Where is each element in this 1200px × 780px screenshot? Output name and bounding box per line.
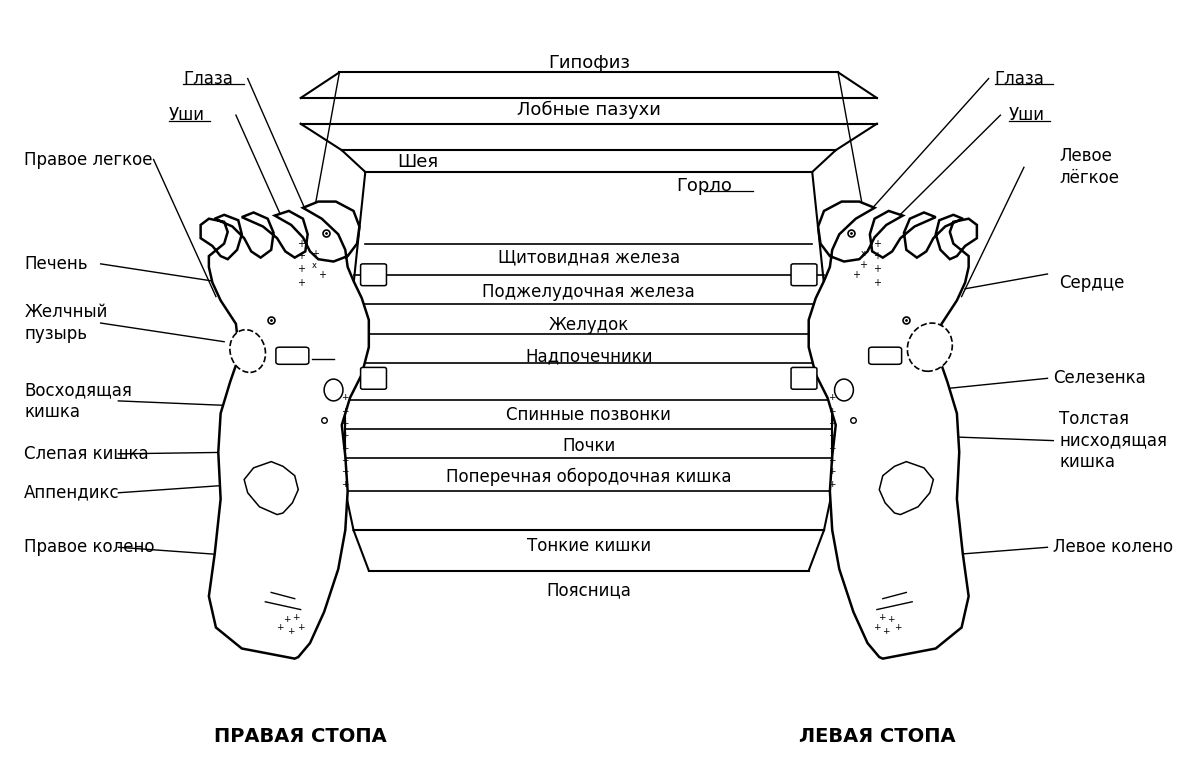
Text: лёгкое: лёгкое (1060, 169, 1120, 187)
Text: Слепая кишка: Слепая кишка (24, 445, 149, 463)
Text: +: + (828, 406, 836, 416)
Text: Толстая: Толстая (1060, 410, 1129, 427)
Text: Надпочечники: Надпочечники (526, 348, 653, 366)
Text: +: + (288, 627, 295, 636)
Text: Уши: Уши (1009, 106, 1045, 124)
Text: +: + (283, 615, 290, 624)
Text: Глаза: Глаза (182, 69, 233, 87)
Text: x: x (312, 261, 317, 270)
Text: x: x (860, 250, 865, 258)
Text: кишка: кишка (1060, 453, 1115, 471)
Text: +: + (292, 613, 300, 622)
Text: +: + (342, 406, 349, 416)
Text: +: + (342, 431, 349, 441)
Text: +: + (872, 278, 881, 288)
Text: ЛЕВАЯ СТОПА: ЛЕВАЯ СТОПА (799, 727, 955, 746)
Text: +: + (852, 270, 859, 280)
Text: +: + (828, 456, 836, 465)
Text: +: + (887, 615, 895, 624)
Text: +: + (828, 419, 836, 428)
Text: +: + (342, 419, 349, 428)
Text: кишка: кишка (24, 402, 80, 420)
Text: Правое легкое: Правое легкое (24, 151, 152, 168)
Text: +: + (342, 444, 349, 453)
Text: Селезенка: Селезенка (1054, 369, 1146, 388)
FancyBboxPatch shape (276, 347, 308, 364)
Text: +: + (311, 249, 319, 259)
Text: Уши: Уши (169, 106, 205, 124)
Text: +: + (342, 393, 349, 402)
Text: Желудок: Желудок (548, 316, 629, 334)
Text: +: + (296, 623, 305, 632)
Text: Шея: Шея (397, 153, 439, 171)
Ellipse shape (907, 323, 953, 371)
Text: +: + (828, 480, 836, 490)
Text: +: + (342, 456, 349, 465)
PathPatch shape (200, 201, 368, 658)
Text: Щитовидная железа: Щитовидная железа (498, 249, 680, 267)
Text: Поясница: Поясница (546, 581, 631, 599)
Text: +: + (872, 264, 881, 275)
Text: +: + (828, 431, 836, 441)
Text: +: + (872, 239, 881, 249)
Text: +: + (828, 467, 836, 477)
Text: +: + (882, 627, 890, 636)
Text: +: + (872, 251, 881, 261)
Text: Тонкие кишки: Тонкие кишки (527, 537, 650, 555)
Text: Спинные позвонки: Спинные позвонки (506, 406, 671, 424)
Text: +: + (296, 239, 305, 249)
PathPatch shape (880, 462, 934, 515)
PathPatch shape (809, 201, 977, 658)
Text: +: + (878, 613, 886, 622)
Text: ПРАВАЯ СТОПА: ПРАВАЯ СТОПА (215, 727, 386, 746)
Text: +: + (874, 623, 881, 632)
Text: Поджелудочная железа: Поджелудочная железа (482, 283, 695, 301)
Ellipse shape (834, 379, 853, 401)
FancyBboxPatch shape (791, 264, 817, 285)
Text: Гипофиз: Гипофиз (547, 54, 630, 72)
Text: пузырь: пузырь (24, 325, 88, 343)
Text: Лобные пазухи: Лобные пазухи (517, 101, 661, 119)
Text: Печень: Печень (24, 255, 88, 273)
Text: Желчный: Желчный (24, 303, 108, 321)
Text: +: + (894, 623, 902, 632)
Text: +: + (828, 444, 836, 453)
Text: Сердце: Сердце (1060, 274, 1124, 292)
PathPatch shape (244, 462, 299, 515)
FancyBboxPatch shape (791, 367, 817, 389)
FancyBboxPatch shape (869, 347, 901, 364)
Text: Глаза: Глаза (995, 69, 1044, 87)
Text: Почки: Почки (562, 437, 616, 455)
Text: +: + (859, 261, 866, 271)
Text: +: + (296, 264, 305, 275)
FancyBboxPatch shape (360, 264, 386, 285)
Text: Аппендикс: Аппендикс (24, 484, 120, 502)
Ellipse shape (230, 330, 265, 372)
Text: +: + (342, 480, 349, 490)
Text: Правое колено: Правое колено (24, 538, 155, 556)
Text: нисходящая: нисходящая (1060, 431, 1168, 449)
Text: +: + (342, 467, 349, 477)
Text: Восходящая: Восходящая (24, 381, 132, 399)
Text: +: + (318, 270, 325, 280)
Text: +: + (296, 278, 305, 288)
Text: +: + (296, 251, 305, 261)
Text: Поперечная обородочная кишка: Поперечная обородочная кишка (446, 467, 732, 485)
Text: Левое: Левое (1060, 147, 1112, 165)
Ellipse shape (324, 379, 343, 401)
FancyBboxPatch shape (360, 367, 386, 389)
Text: Горло: Горло (676, 177, 732, 195)
Text: +: + (276, 623, 283, 632)
Text: Левое колено: Левое колено (1054, 538, 1174, 556)
Text: +: + (828, 393, 836, 402)
